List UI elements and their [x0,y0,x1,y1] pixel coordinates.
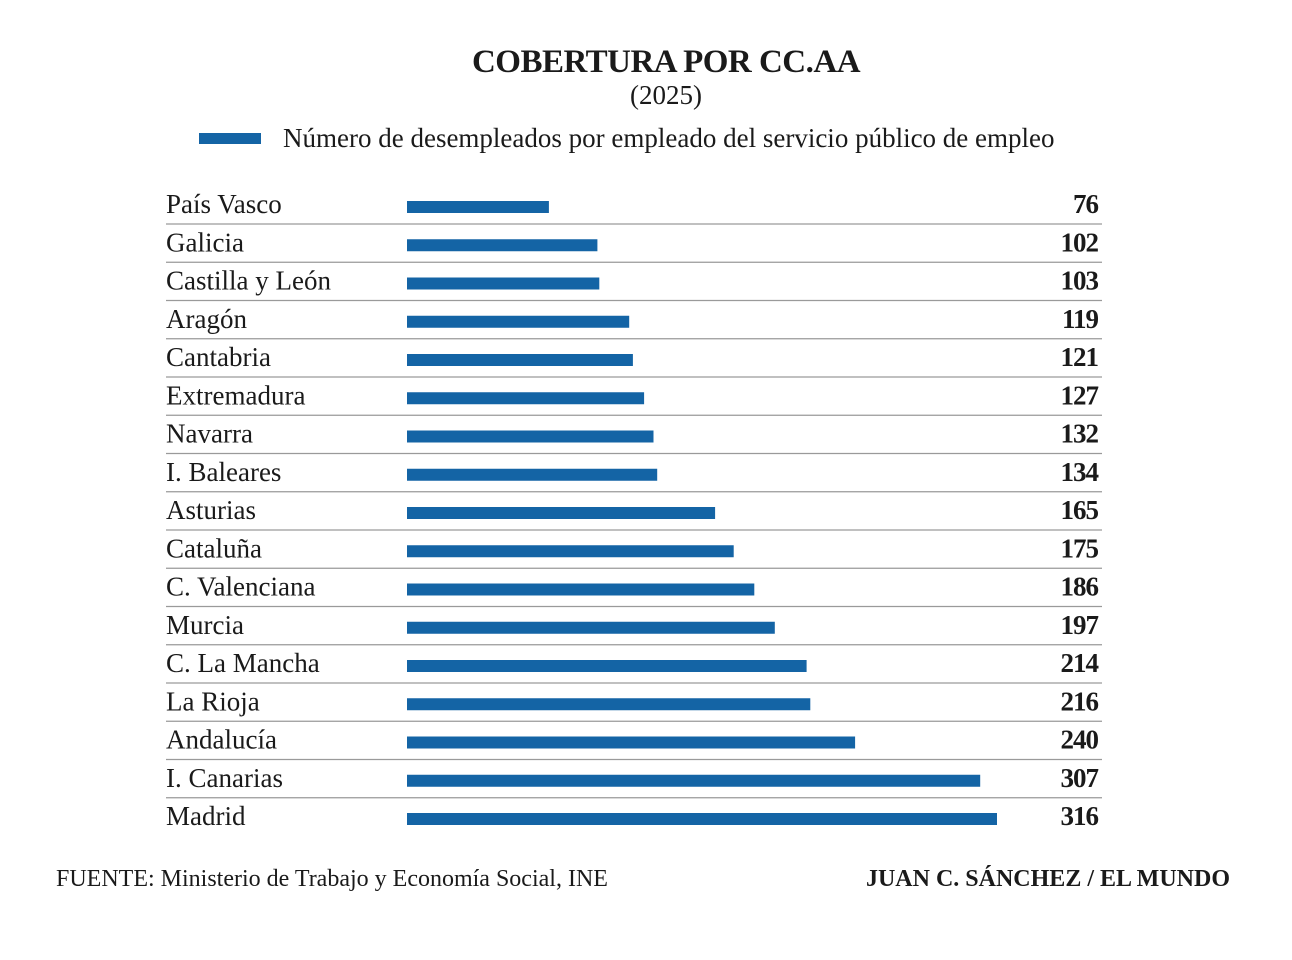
bar [407,239,598,252]
value-label: 103 [1061,266,1099,296]
bar [407,277,600,290]
bar [407,813,997,825]
category-label: Cantabria [166,342,271,372]
category-label: País Vasco [166,189,282,219]
category-label: C. La Mancha [166,648,320,678]
value-label: 175 [1061,533,1099,563]
category-label: Extremadura [166,380,305,410]
bar [407,545,734,558]
bar [407,583,755,596]
category-label: La Rioja [166,686,260,716]
source-note: FUENTE: Ministerio de Trabajo y Economía… [56,866,608,892]
value-label: 121 [1061,342,1099,372]
bar [407,698,811,711]
category-label: I. Canarias [166,763,283,793]
value-label: 240 [1061,725,1099,755]
category-label: Aragón [166,304,247,334]
category-label: Asturias [166,495,256,525]
category-label: Cataluña [166,533,262,563]
value-label: 127 [1061,380,1099,410]
bar [407,315,630,328]
bar [407,430,654,443]
value-label: 216 [1061,686,1099,716]
chart-title: COBERTURA POR CC.AA [471,44,861,80]
chart-subtitle: (2025) [630,80,702,110]
bar [407,660,807,672]
value-label: 186 [1061,572,1099,602]
category-label: Galicia [166,227,244,257]
bar-chart: País Vasco 76 Galicia 102 Castilla y León 103… [166,189,1102,831]
value-label: 134 [1061,457,1099,487]
category-label: Castilla y León [166,266,331,296]
value-label: 316 [1061,801,1099,831]
value-label: 76 [1073,189,1099,219]
category-label: Andalucía [166,725,277,755]
legend-label: Número de desempleados por empleado del … [283,122,1055,153]
bar [407,201,549,213]
value-label: 307 [1061,763,1099,793]
category-label: I. Baleares [166,457,281,487]
category-label: Murcia [166,610,244,640]
value-label: 197 [1061,610,1099,640]
value-label: 132 [1061,419,1099,449]
author-credit: JUAN C. SÁNCHEZ / EL MUNDO [865,866,1230,892]
bar [407,774,981,787]
bar [407,354,633,366]
value-label: 119 [1062,304,1099,334]
chart-legend: Número de desempleados por empleado del … [199,120,1055,156]
bar [407,621,775,634]
value-label: 102 [1061,227,1099,257]
category-label: C. Valenciana [166,572,315,602]
category-label: Navarra [166,419,253,449]
value-label: 165 [1061,495,1099,525]
value-label: 214 [1061,648,1099,678]
bar [407,392,645,405]
legend-swatch [199,132,261,144]
bar [407,736,856,749]
bar [407,507,716,519]
category-label: Madrid [166,801,246,831]
bar [407,468,658,481]
